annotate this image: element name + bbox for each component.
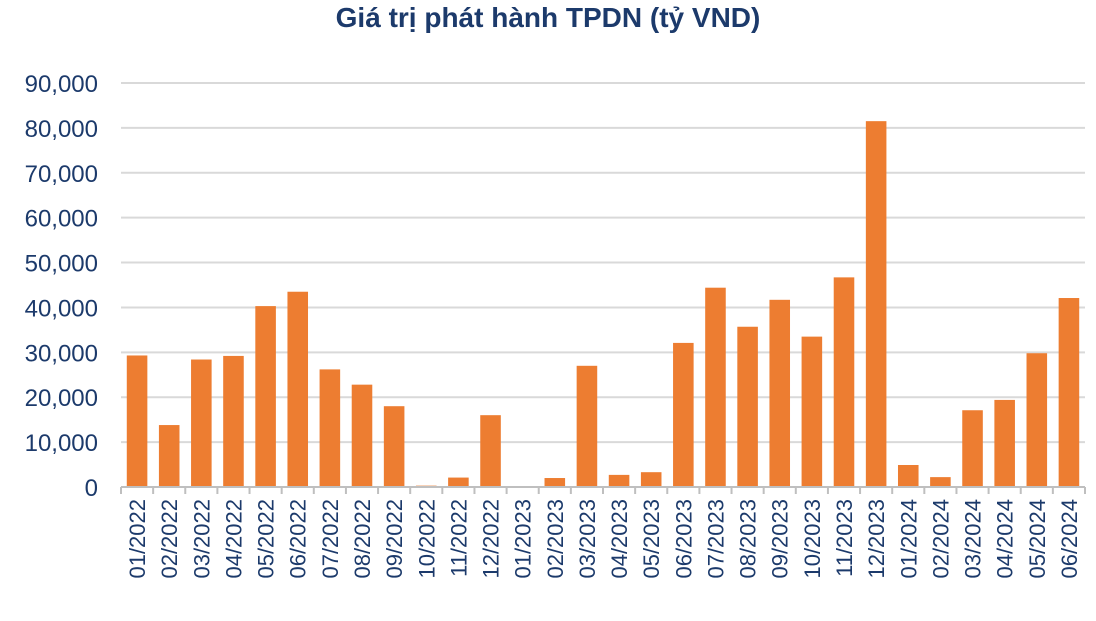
bar (126, 355, 148, 487)
chart-title: Giá trị phát hành TPDN (tỷ VND) (335, 2, 761, 33)
x-tick-label: 01/2022 (125, 499, 150, 579)
bar (962, 410, 983, 487)
x-tick-label: 08/2022 (350, 499, 375, 579)
x-axis-tick-labels: 01/2022 02/2022 03/2022 04/2022 05/2022 06/20… (125, 499, 1082, 579)
y-tick-label: 0 (85, 475, 98, 502)
bar (576, 365, 598, 487)
bar (383, 406, 405, 487)
bar (287, 291, 309, 487)
bar (448, 477, 469, 487)
x-tick-label: 04/2024 (993, 499, 1018, 579)
bar (673, 342, 694, 487)
bar (608, 474, 630, 487)
bar (769, 299, 791, 487)
bars (126, 121, 1080, 488)
x-tick-label: 04/2023 (607, 499, 632, 579)
y-tick-label: 10,000 (25, 430, 98, 457)
x-tick-label: 01/2024 (896, 499, 921, 579)
bar (1026, 353, 1048, 487)
x-tick-label: 03/2023 (575, 499, 600, 579)
bar (833, 277, 855, 487)
gridlines (121, 82, 1085, 444)
x-tick-label: 03/2024 (961, 499, 986, 579)
bar (897, 465, 919, 487)
bar (544, 478, 566, 487)
y-tick-label: 40,000 (25, 295, 98, 322)
bar (801, 336, 823, 487)
x-tick-label: 06/2023 (671, 499, 696, 579)
bar (255, 306, 276, 487)
x-tick-label: 04/2022 (221, 499, 246, 579)
x-tick-label: 05/2024 (1025, 499, 1050, 579)
x-tick-label: 02/2024 (928, 499, 953, 579)
y-tick-label: 60,000 (25, 206, 98, 233)
x-tick-label: 03/2022 (189, 499, 214, 579)
x-tick-label: 06/2022 (286, 499, 311, 579)
bar (705, 287, 726, 487)
bar (223, 355, 244, 487)
x-tick-label: 09/2023 (768, 499, 793, 579)
x-tick-label: 11/2023 (832, 499, 857, 577)
bar (1058, 298, 1080, 487)
x-tick-label: 01/2023 (511, 499, 536, 579)
x-tick-label: 11/2022 (446, 499, 471, 577)
bar (319, 369, 341, 487)
x-tick-label: 05/2022 (254, 499, 279, 579)
y-axis-tick-labels: 0 10,000 20,000 30,000 40,000 50,000 60,000 70,… (25, 71, 98, 502)
bar (865, 121, 887, 488)
bar (158, 425, 180, 487)
y-tick-label: 30,000 (25, 340, 98, 367)
x-tick-label: 02/2023 (543, 499, 568, 579)
x-tick-label: 06/2024 (1057, 499, 1082, 579)
x-tick-label: 09/2022 (382, 499, 407, 579)
bar (640, 472, 662, 487)
y-tick-label: 50,000 (25, 251, 98, 278)
bar (737, 326, 758, 487)
y-tick-label: 20,000 (25, 385, 98, 412)
y-tick-label: 70,000 (25, 161, 98, 188)
y-tick-label: 90,000 (25, 71, 98, 98)
x-tick-label: 12/2022 (479, 499, 504, 579)
y-tick-label: 80,000 (25, 116, 98, 143)
x-tick-label: 12/2023 (864, 499, 889, 579)
x-tick-label: 10/2022 (414, 499, 439, 579)
x-tick-label: 07/2023 (703, 499, 728, 579)
bar (191, 359, 212, 487)
x-tick-label: 08/2023 (736, 499, 761, 579)
x-tick-label: 05/2023 (639, 499, 664, 579)
x-tick-label: 07/2022 (318, 499, 343, 579)
x-tick-label: 02/2022 (157, 499, 182, 579)
x-axis (120, 486, 1086, 494)
bar (480, 415, 501, 487)
bar (994, 399, 1015, 487)
bar (930, 477, 951, 487)
bar (351, 384, 373, 487)
x-tick-label: 10/2023 (800, 499, 825, 579)
